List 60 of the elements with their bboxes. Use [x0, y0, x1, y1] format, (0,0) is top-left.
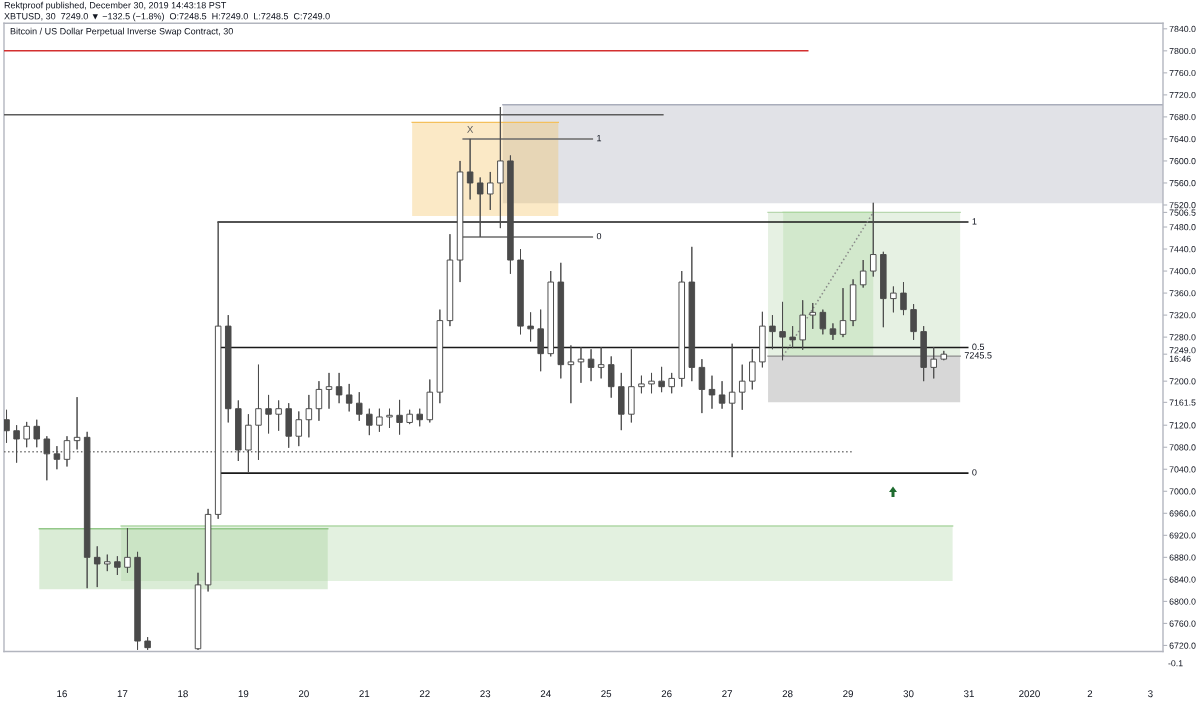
y-tick-label: 7080.0 [1169, 444, 1196, 451]
x-tick-label: 22 [419, 690, 430, 698]
y-tick-label: 7720.0 [1169, 91, 1196, 99]
x-tick-label: 26 [661, 690, 672, 698]
x-tick-label: 18 [178, 690, 188, 698]
y-tick-label: 7560.0 [1169, 180, 1196, 187]
series-label: 1 [597, 135, 602, 142]
x-tick-label: 27 [722, 690, 733, 698]
y-tick-label: 7320.0 [1169, 312, 1196, 319]
x-tick-label: 3 [1148, 690, 1153, 698]
y-tick-label: 7200.0 [1169, 378, 1196, 385]
x-tick-label: 2020 [1019, 690, 1040, 698]
x-tick-label: 31 [963, 690, 974, 698]
x-tick-label: 2 [1087, 690, 1093, 698]
x-tick-label: 25 [601, 690, 612, 698]
y-tick-label: 7161.5 [1169, 399, 1196, 406]
y-tick-label: 7520.0 [1169, 202, 1196, 209]
y-tick-label: 6800.0 [1169, 598, 1196, 605]
series-label: 0 [596, 232, 602, 240]
x-tick-label: 20 [298, 690, 309, 698]
y-tick-label: 7120.0 [1169, 422, 1196, 429]
y-tick-label: 7680.0 [1169, 113, 1196, 121]
y-tick-label: 7840.0 [1169, 25, 1196, 33]
y-tick-label: 6840.0 [1169, 576, 1196, 583]
x-tick-label: 17 [117, 690, 128, 698]
x-tick-label: 30 [903, 690, 914, 698]
series-label: 0 [972, 469, 977, 476]
chart-title: Bitcoin / US Dollar Perpetual Inverse Swap Contract, 30 [10, 27, 233, 37]
y-tick-label: 7360.0 [1169, 290, 1196, 297]
x-tick-label: 16 [57, 690, 67, 698]
x-tick-label: 24 [540, 690, 551, 698]
y-tick-label: 7280.0 [1169, 334, 1196, 341]
y-tick-label: 7040.0 [1169, 466, 1196, 473]
y-tick-label: 6760.0 [1169, 620, 1196, 627]
series-label: 7245.5 [964, 352, 992, 359]
x-tick-label: 23 [480, 690, 491, 698]
chart-subtitle: XBTUSD, 30 7249.0 ▼ −132.5 (−1.8%) O:7248.5 H:7249.0 L:7248.5 C:7249.0 [4, 12, 330, 22]
series-label: 1 [972, 218, 977, 225]
y-tick-label: 6720.0 [1169, 642, 1196, 649]
y-tick-label: 7400.0 [1169, 268, 1196, 275]
series-label: 0.5 [972, 343, 985, 351]
y-tick-label: 7506.5 [1169, 209, 1196, 216]
y-tick-label: 7480.0 [1169, 224, 1196, 231]
text: Rektproof published, December 30, 2019 14:43:18 PST [4, 1, 227, 11]
y-tick-label: 7600.0 [1169, 158, 1196, 165]
y-tick-label: 6920.0 [1169, 532, 1196, 539]
x-tick-label: 19 [238, 690, 249, 698]
y-tick-label: 7760.0 [1169, 69, 1196, 77]
y-tick-label: 7800.0 [1169, 47, 1196, 55]
x-tick-label: 28 [782, 690, 793, 698]
x-tick-label: 29 [843, 690, 853, 698]
y-tick-label: 6960.0 [1169, 510, 1196, 517]
y-tick-label: 7000.0 [1169, 488, 1196, 495]
annotation: X [467, 126, 474, 133]
x-tick-label: 21 [359, 690, 370, 698]
text: -0.1 [1168, 660, 1183, 667]
y-tick-label: 7440.0 [1169, 246, 1196, 253]
y-tick-label: 6880.0 [1169, 554, 1196, 561]
y-tick-label: 7249.0 16:46 [1169, 347, 1196, 362]
y-tick-label: 7640.0 [1169, 135, 1196, 143]
